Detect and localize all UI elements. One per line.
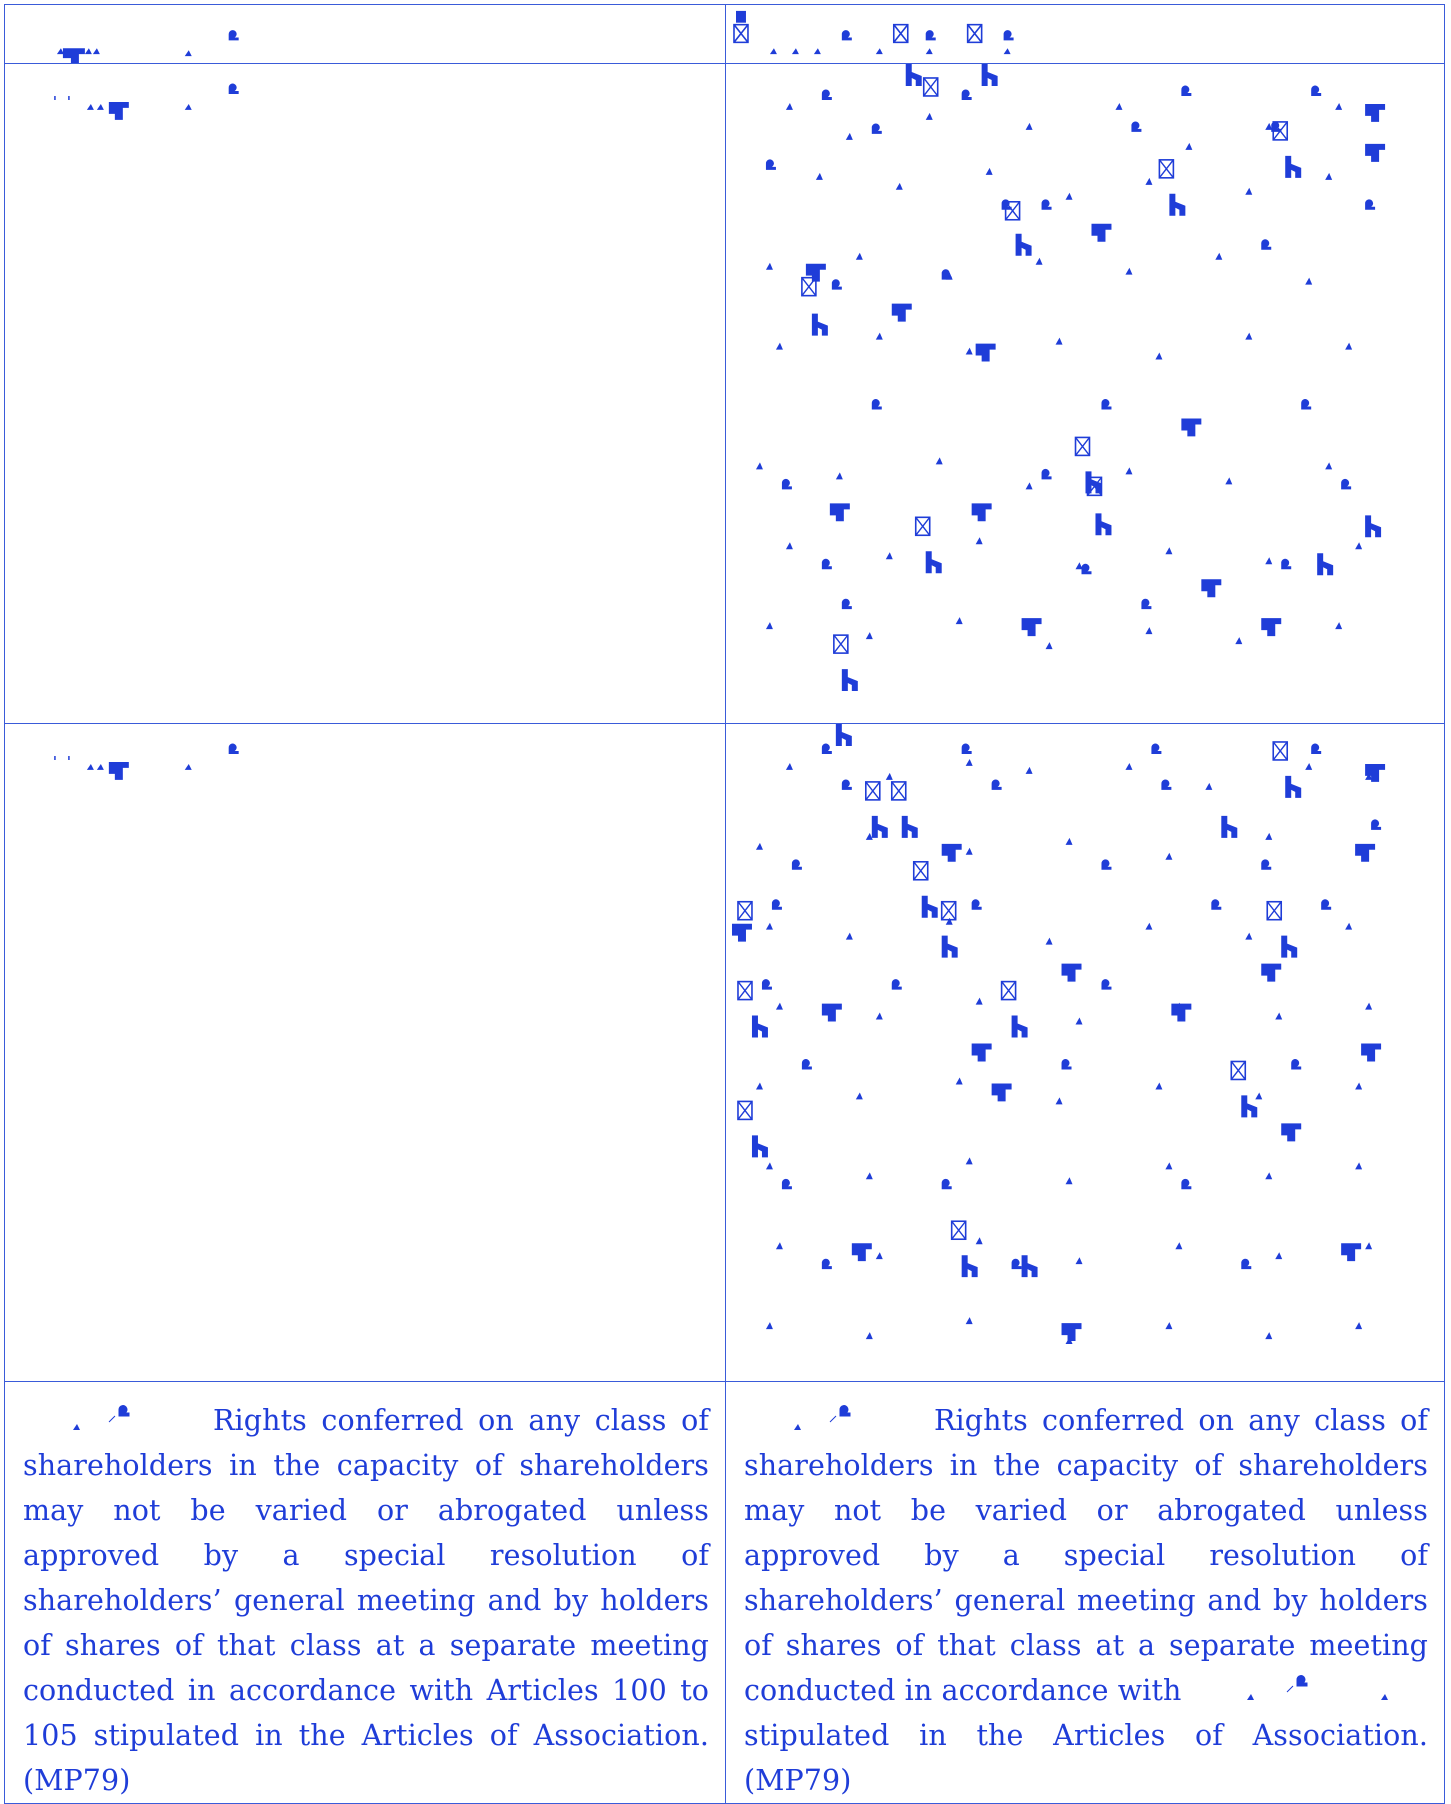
garbled-glyphs-header-left bbox=[56, 30, 239, 63]
row1-cell-right bbox=[725, 63, 1445, 724]
clause-text-left: Rights conferred on any class of shareho… bbox=[23, 1404, 709, 1797]
garbled-glyphs-row1-right bbox=[755, 64, 1386, 692]
header-cell-right bbox=[725, 4, 1445, 64]
clause-paragraph-left: Rights conferred on any class of shareho… bbox=[6, 1383, 725, 1803]
clause-cell-right: Rights conferred on any class of shareho… bbox=[725, 1381, 1445, 1804]
garbled-glyphs-lead-left bbox=[23, 1398, 213, 1430]
clause-text-right-part1: Rights conferred on any class of shareho… bbox=[744, 1404, 1428, 1707]
garbled-glyphs-row1-left bbox=[54, 83, 239, 120]
clause-cell-left: Rights conferred on any class of shareho… bbox=[4, 1381, 726, 1804]
garbled-glyphs-lead-right bbox=[744, 1398, 934, 1430]
row2-cell-right bbox=[725, 723, 1445, 1382]
row1-cell-left bbox=[4, 63, 726, 724]
garbled-glyphs-row2-right bbox=[731, 724, 1386, 1345]
clause-text-right-part2: stipulated in the Articles of Associatio… bbox=[744, 1719, 1428, 1797]
clause-paragraph-right: Rights conferred on any class of shareho… bbox=[727, 1383, 1444, 1803]
row2-cell-left bbox=[4, 723, 726, 1382]
garbled-glyphs-header-right bbox=[733, 10, 1014, 55]
comparison-table: Rights conferred on any class of shareho… bbox=[4, 4, 1445, 1804]
header-cell-left bbox=[4, 4, 726, 64]
garbled-glyphs-tail-right bbox=[1191, 1668, 1388, 1700]
garbled-glyphs-row2-left bbox=[54, 743, 239, 780]
